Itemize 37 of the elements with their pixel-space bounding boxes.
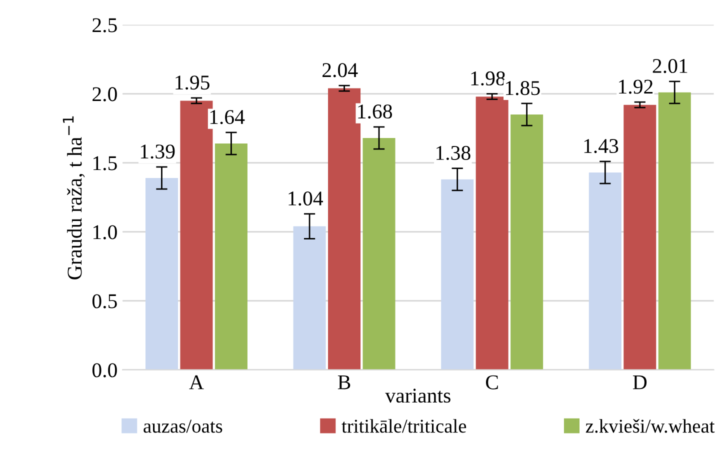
- x-tick-label: D: [632, 375, 647, 390]
- y-tick-label: 1.0: [94, 225, 117, 240]
- x-axis-title: variants: [385, 388, 450, 403]
- legend-label: auzas/oats: [144, 420, 222, 433]
- y-tick-label: 0.5: [92, 294, 117, 308]
- y-tick-label: 2.5: [92, 18, 117, 32]
- data-label: 1.43: [584, 139, 618, 154]
- bar: [441, 179, 474, 370]
- bar: [588, 172, 622, 370]
- y-tick-label: 2.0: [92, 87, 117, 102]
- data-label: 1.39: [140, 144, 175, 159]
- data-label: 1.95: [176, 76, 210, 90]
- data-label: 1.38: [436, 146, 470, 160]
- legend-label: tritikāle/triticale: [342, 419, 466, 433]
- data-label: 2.01: [652, 58, 688, 74]
- data-label: 2.04: [322, 63, 358, 78]
- bar: [658, 92, 691, 370]
- bar: [476, 96, 508, 370]
- y-tick-label: 1.5: [94, 156, 117, 170]
- data-label: 1.85: [506, 81, 540, 96]
- legend-label: z.kvieši/w.wheat: [586, 419, 715, 433]
- bar: [510, 114, 544, 370]
- data-label: 1.98: [471, 71, 506, 86]
- data-label: 1.92: [619, 80, 653, 94]
- data-label: 1.04: [288, 191, 324, 206]
- x-tick-label: A: [189, 375, 204, 390]
- bar: [145, 178, 178, 370]
- y-tick-label: 0.0: [92, 363, 117, 378]
- x-tick-label: B: [338, 375, 350, 390]
- bar: [362, 138, 396, 370]
- y-axis-title: Graudu raža, t ha$^{−1}$: [62, 116, 85, 280]
- bar: [293, 226, 326, 370]
- x-tick-label: C: [486, 375, 498, 390]
- data-label: 1.68: [358, 104, 392, 119]
- bar: [214, 143, 248, 370]
- bar: [624, 104, 656, 370]
- data-label: 1.64: [210, 110, 245, 124]
